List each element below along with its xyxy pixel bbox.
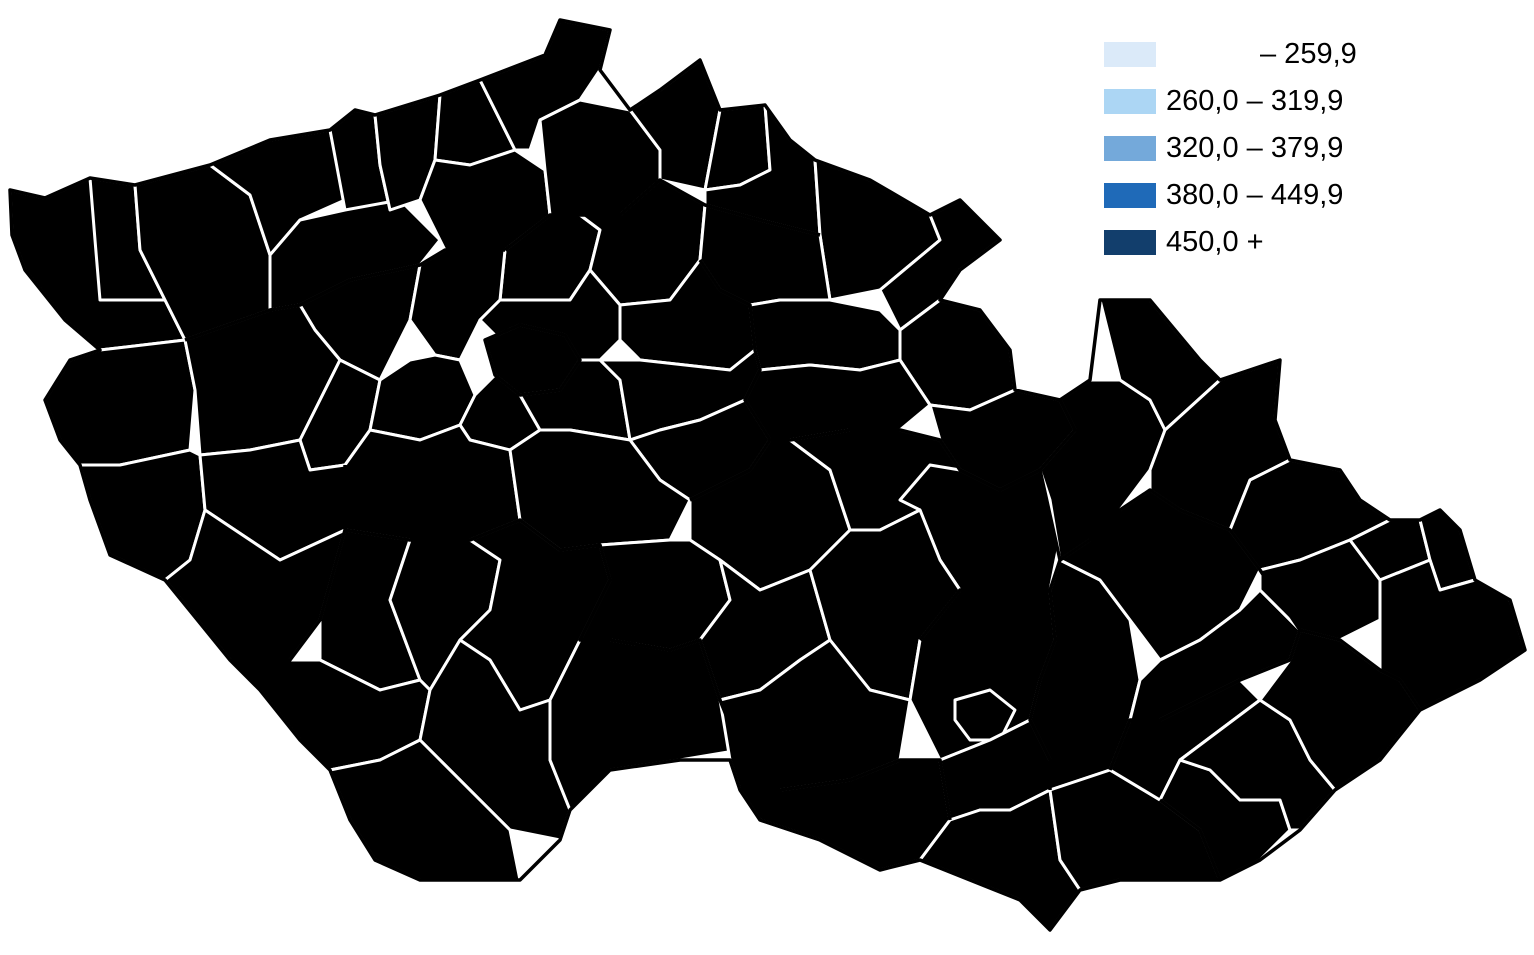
legend-swatch — [1104, 183, 1156, 208]
district — [743, 358, 932, 442]
legend-item: 260,0 – 319,9 — [1104, 85, 1384, 132]
legend-item: 380,0 – 449,9 — [1104, 179, 1384, 226]
district — [78, 448, 207, 582]
legend-label: 380,0 – 449,9 — [1166, 179, 1344, 211]
region-border — [8, 18, 1527, 932]
region-border — [918, 588, 1050, 642]
region-border — [184, 248, 505, 342]
district — [43, 338, 197, 467]
region-border — [740, 758, 952, 821]
legend-swatch — [1104, 230, 1156, 255]
region-border — [258, 465, 347, 692]
region-border — [1038, 399, 1077, 472]
region-border — [344, 518, 742, 751]
legend-label: 450,0 + — [1166, 226, 1264, 258]
legend: – 259,9 260,0 – 319,9 320,0 – 379,9 380,… — [1104, 38, 1384, 273]
legend-swatch — [1104, 136, 1156, 161]
region-border — [698, 259, 772, 441]
legend-label: 320,0 – 379,9 — [1166, 132, 1344, 164]
region-border — [689, 428, 1062, 790]
legend-label: 260,0 – 319,9 — [1166, 85, 1344, 117]
legend-item: – 259,9 — [1104, 38, 1384, 85]
legend-swatch — [1104, 89, 1156, 114]
region-border — [1059, 488, 1422, 711]
region-border — [1108, 629, 1302, 771]
region-border — [483, 323, 582, 397]
legend-label: – 259,9 — [1260, 38, 1357, 70]
legend-swatch — [1104, 42, 1156, 67]
legend-item: 450,0 + — [1104, 226, 1384, 273]
region-border — [1158, 798, 1222, 881]
region-border — [503, 178, 821, 252]
legend-item: 320,0 – 379,9 — [1104, 132, 1384, 179]
district — [748, 298, 902, 372]
